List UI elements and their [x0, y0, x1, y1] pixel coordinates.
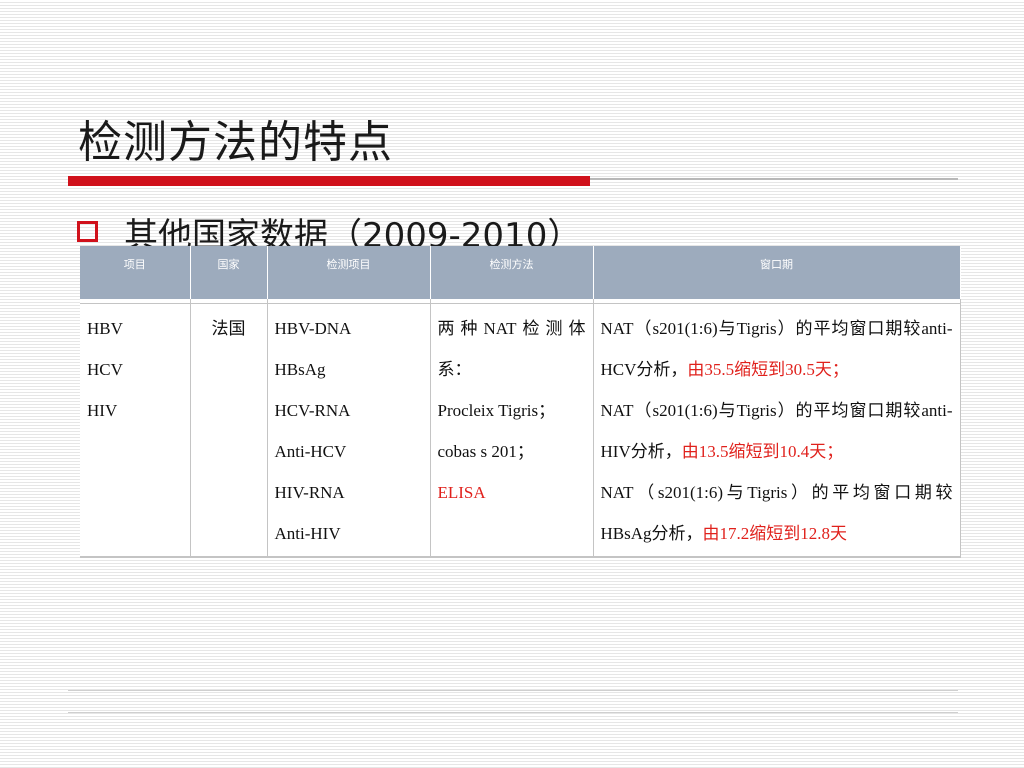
test-item: HIV-RNA [274, 483, 345, 502]
window-entry-highlight: 由17.2缩短到12.8天 [702, 524, 848, 543]
window-entry-text: NAT（s201(1:6)与Tigris）的平均窗口期较HBsAg分析， [600, 483, 953, 543]
header-tests: 检测项目 [267, 246, 431, 299]
data-table: 项目 国家 检测项目 检测方法 窗口期 HBV HCV HIV 法国 HBV-D… [80, 246, 961, 558]
slide-title: 检测方法的特点 [78, 117, 393, 168]
window-entry-highlight: 由13.5缩短到10.4天； [681, 442, 844, 461]
method-line-highlight: ELISA [437, 483, 486, 502]
cell-tests: HBV-DNA HBsAg HCV-RNA Anti-HCV HIV-RNA A… [267, 303, 431, 558]
test-item: HBsAg [274, 360, 326, 379]
header-methods: 检测方法 [430, 246, 594, 299]
test-item: Anti-HCV [274, 442, 347, 461]
window-entry-text: NAT（s201(1:6)与Tigris）的平均窗口期较anti-HCV分析， [600, 319, 953, 379]
item-hiv: HIV [87, 401, 118, 420]
header-country: 国家 [190, 246, 268, 299]
window-entry: NAT（s201(1:6)与Tigris）的平均窗口期较anti-HCV分析，由… [601, 308, 953, 390]
window-entry: NAT（s201(1:6)与Tigris）的平均窗口期较HBsAg分析，由17.… [601, 472, 953, 554]
table-row: HBV HCV HIV 法国 HBV-DNA HBsAg HCV-RNA Ant… [80, 303, 961, 558]
cell-methods: 两种NAT检测体系： Procleix Tigris； cobas s 201；… [430, 303, 594, 558]
window-entry-text: NAT（s201(1:6)与Tigris）的平均窗口期较anti-HIV分析， [600, 401, 953, 461]
cell-window: NAT（s201(1:6)与Tigris）的平均窗口期较anti-HCV分析，由… [593, 303, 961, 558]
table-header-row: 项目 国家 检测项目 检测方法 窗口期 [80, 246, 961, 299]
test-item: HCV-RNA [274, 401, 351, 420]
footer-rule [68, 690, 958, 691]
bullet-square-icon [77, 221, 98, 242]
cell-items: HBV HCV HIV [80, 303, 191, 558]
title-underline-thin [590, 178, 958, 180]
country-name: 法国 [211, 319, 246, 338]
header-window: 窗口期 [593, 246, 961, 299]
method-line: Procleix Tigris； [437, 401, 556, 420]
window-entry: NAT（s201(1:6)与Tigris）的平均窗口期较anti-HIV分析，由… [601, 390, 953, 472]
window-entry-highlight: 由35.5缩短到30.5天； [687, 360, 849, 379]
test-item: Anti-HIV [274, 524, 341, 543]
item-hcv: HCV [87, 360, 123, 379]
footer-rule [68, 712, 958, 713]
test-item: HBV-DNA [274, 319, 352, 338]
title-underline-red [68, 176, 590, 186]
header-item: 项目 [80, 246, 191, 299]
method-line: cobas s 201； [437, 442, 534, 461]
item-hbv: HBV [87, 319, 123, 338]
method-line: 两种NAT检测体系： [437, 319, 586, 379]
cell-country: 法国 [190, 303, 268, 558]
